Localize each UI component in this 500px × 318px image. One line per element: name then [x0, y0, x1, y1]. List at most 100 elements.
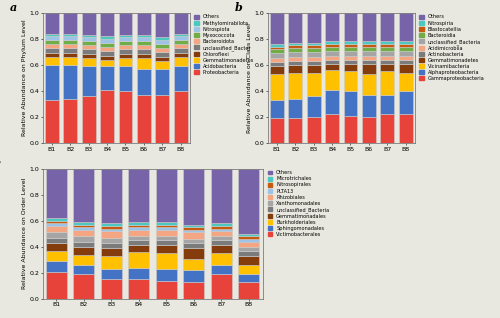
Bar: [325, 56, 339, 60]
Bar: [63, 13, 77, 34]
Bar: [74, 169, 94, 222]
Bar: [325, 114, 339, 143]
Bar: [270, 118, 283, 143]
Bar: [362, 13, 376, 41]
Bar: [174, 34, 188, 36]
Bar: [101, 229, 121, 231]
Bar: [45, 48, 59, 53]
Bar: [100, 56, 114, 60]
Bar: [46, 272, 66, 299]
Bar: [306, 52, 320, 57]
Bar: [380, 51, 394, 56]
Bar: [118, 59, 132, 66]
Bar: [46, 238, 66, 243]
Y-axis label: Relative Abundance on Order Level: Relative Abundance on Order Level: [22, 178, 27, 289]
Bar: [211, 231, 232, 236]
Bar: [211, 265, 232, 274]
Bar: [306, 13, 320, 43]
Bar: [46, 251, 66, 261]
Bar: [270, 47, 283, 49]
Bar: [211, 274, 232, 299]
Bar: [101, 169, 121, 223]
Bar: [380, 47, 394, 51]
Bar: [380, 41, 394, 44]
Bar: [399, 13, 412, 41]
Bar: [288, 48, 302, 52]
Bar: [63, 48, 77, 53]
Bar: [288, 52, 302, 57]
Bar: [344, 60, 357, 64]
Bar: [128, 169, 149, 222]
Bar: [74, 265, 94, 274]
Bar: [325, 64, 339, 70]
Bar: [211, 226, 232, 229]
Bar: [174, 57, 188, 66]
Bar: [45, 57, 59, 65]
Bar: [82, 35, 96, 38]
Bar: [344, 56, 357, 60]
Bar: [270, 49, 283, 53]
Bar: [184, 248, 204, 259]
Bar: [74, 225, 94, 227]
Bar: [74, 222, 94, 225]
Bar: [82, 59, 96, 66]
Y-axis label: Relative Abundance on Phylum Level: Relative Abundance on Phylum Level: [22, 20, 27, 136]
Bar: [46, 218, 66, 221]
Bar: [325, 90, 339, 114]
Bar: [238, 247, 259, 251]
Bar: [74, 230, 94, 236]
Legend: Others, Microtrichales, Nitrosopirales, PLTA13, Rhizobiales, Xanthomonadales, un: Others, Microtrichales, Nitrosopirales, …: [267, 170, 330, 238]
Bar: [306, 96, 320, 117]
Bar: [399, 41, 412, 44]
Bar: [211, 240, 232, 245]
Bar: [344, 44, 357, 47]
Bar: [362, 60, 376, 64]
Bar: [74, 274, 94, 299]
Bar: [211, 223, 232, 226]
Bar: [128, 268, 149, 279]
Bar: [118, 54, 132, 59]
Bar: [100, 13, 114, 36]
Bar: [174, 44, 188, 48]
Bar: [306, 61, 320, 65]
Bar: [238, 274, 259, 282]
Bar: [156, 44, 170, 48]
Bar: [137, 41, 151, 45]
Bar: [156, 169, 176, 222]
Bar: [184, 232, 204, 239]
Bar: [118, 49, 132, 54]
Bar: [45, 13, 59, 34]
Bar: [100, 60, 114, 66]
Bar: [288, 61, 302, 65]
Bar: [156, 240, 176, 245]
Bar: [101, 238, 121, 243]
Bar: [45, 53, 59, 57]
Bar: [101, 243, 121, 248]
Bar: [156, 236, 176, 240]
Bar: [380, 13, 394, 41]
Bar: [325, 13, 339, 41]
Bar: [270, 74, 283, 100]
Bar: [45, 36, 59, 40]
Bar: [156, 245, 176, 253]
Bar: [45, 40, 59, 44]
Bar: [63, 40, 77, 44]
Bar: [399, 51, 412, 56]
Bar: [184, 259, 204, 270]
Bar: [211, 229, 232, 231]
Bar: [82, 96, 96, 143]
Bar: [344, 64, 357, 72]
Bar: [63, 44, 77, 48]
Bar: [288, 43, 302, 45]
Bar: [270, 59, 283, 62]
Bar: [156, 225, 176, 227]
Bar: [184, 225, 204, 227]
Bar: [63, 65, 77, 99]
Bar: [156, 281, 176, 299]
Bar: [362, 44, 376, 47]
Bar: [174, 91, 188, 143]
Bar: [174, 40, 188, 44]
Bar: [362, 41, 376, 44]
Bar: [362, 74, 376, 95]
Bar: [325, 60, 339, 64]
